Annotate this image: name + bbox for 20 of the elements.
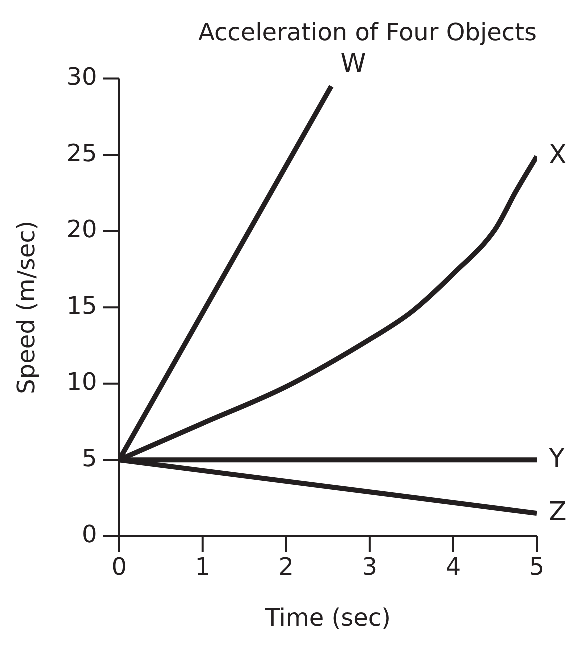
x-tick-label: 5 [529, 553, 545, 582]
x-tick-label: 1 [195, 553, 211, 582]
y-tick-label: 20 [66, 216, 98, 244]
x-tick-label: 4 [446, 553, 462, 582]
y-axis-title: Speed (m/sec) [12, 220, 41, 394]
series-label: X [549, 140, 567, 170]
chart-title: Acceleration of Four Objects [198, 18, 537, 47]
y-tick-label: 15 [66, 292, 98, 320]
y-tick-label: 30 [66, 63, 98, 92]
x-tick-label: 3 [362, 553, 378, 582]
series-label: Y [548, 444, 565, 474]
series-label: Z [549, 497, 567, 528]
x-tick-label: 0 [112, 553, 127, 582]
x-axis-title: Time (sec) [264, 604, 391, 632]
x-tick-label: 2 [278, 553, 294, 582]
y-tick-label: 10 [66, 368, 98, 396]
series-label: W [340, 49, 366, 80]
y-tick-label: 25 [66, 139, 98, 168]
y-tick-label: 5 [82, 444, 98, 472]
y-tick-label: 0 [82, 520, 98, 549]
